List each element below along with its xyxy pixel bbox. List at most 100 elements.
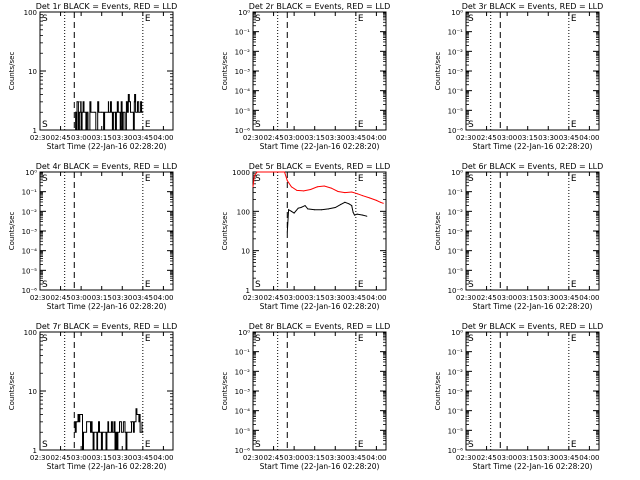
end-marker-bottom: E	[145, 280, 151, 290]
x-tick-label: 02:30	[243, 294, 263, 302]
x-axis-label: Start Time (22-Jan-16 02:28:20)	[473, 142, 593, 151]
panel-det-5r: Det 5r BLACK = Events, RED = LLD 02:30 02:…	[221, 162, 390, 311]
data-point	[362, 214, 364, 216]
data-point	[300, 207, 302, 209]
x-tick-label: 03:30	[538, 134, 558, 142]
data-point	[304, 205, 306, 207]
x-tick-label: 03:45	[346, 454, 366, 462]
y-axis-label: Counts/sec	[8, 372, 16, 411]
start-marker-bottom: S	[255, 440, 261, 450]
x-tick-label: 02:45	[476, 294, 496, 302]
x-tick-label: 03:45	[346, 134, 366, 142]
data-point	[316, 186, 318, 188]
y-tick-label: 100	[24, 329, 37, 337]
data-point	[102, 431, 104, 433]
data-point	[86, 421, 88, 423]
x-tick-label: 04:00	[153, 294, 173, 302]
y-tick-label: 10⁻⁴	[235, 88, 251, 96]
x-tick-label: 03:45	[559, 294, 579, 302]
panel-det-9r: Det 9r BLACK = Events, RED = LLD 02:30 02:…	[434, 322, 603, 471]
x-tick-label: 02:30	[456, 294, 476, 302]
y-tick-label: 10⁰	[238, 9, 250, 17]
data-point	[139, 421, 141, 423]
y-tick-label: 10⁻⁵	[448, 107, 464, 115]
y-tick-label: 10⁻⁴	[448, 408, 464, 416]
x-axis-label: Start Time (22-Jan-16 02:28:20)	[473, 462, 593, 471]
data-point	[330, 187, 332, 189]
y-tick-label: 10⁻⁶	[448, 447, 464, 455]
series-line	[74, 408, 143, 451]
x-tick-label: 03:15	[305, 454, 325, 462]
panel-title: Det 5r BLACK = Events, RED = LLD	[249, 162, 391, 171]
series-line	[286, 201, 367, 232]
y-tick-label: 10⁻⁶	[235, 447, 251, 455]
x-axis-label: Start Time (22-Jan-16 02:28:20)	[47, 462, 167, 471]
end-marker-bottom: E	[571, 120, 577, 130]
end-marker: E	[145, 14, 151, 24]
data-point	[101, 111, 103, 113]
start-marker-bottom: S	[468, 280, 474, 290]
data-point	[284, 171, 286, 173]
data-point	[327, 208, 329, 210]
x-axis-label: Start Time (22-Jan-16 02:28:20)	[47, 142, 167, 151]
end-marker: E	[145, 334, 151, 344]
x-tick-label: 03:45	[559, 134, 579, 142]
x-tick-label: 04:00	[579, 134, 599, 142]
x-tick-label: 03:30	[112, 134, 132, 142]
panel-det-8r: Det 8r BLACK = Events, RED = LLD 02:30 02:…	[221, 322, 390, 471]
data-point	[288, 209, 290, 211]
data-point	[382, 202, 384, 204]
data-point	[252, 186, 254, 188]
data-point	[142, 431, 144, 433]
x-tick-label: 02:30	[30, 134, 50, 142]
data-point	[124, 431, 126, 433]
y-tick-label: 10⁻¹	[235, 29, 251, 37]
series-line	[252, 171, 384, 204]
start-marker: S	[468, 334, 474, 344]
plot-frame	[252, 11, 387, 131]
data-point	[290, 186, 292, 188]
x-tick-label: 03:00	[71, 134, 91, 142]
x-tick-label: 03:30	[538, 454, 558, 462]
panel-title: Det 9r BLACK = Events, RED = LLD	[462, 322, 604, 331]
y-tick-label: 1	[33, 447, 37, 455]
y-tick-label: 10⁻³	[448, 388, 464, 396]
data-point	[369, 197, 371, 199]
y-axis-label: Counts/sec	[221, 52, 229, 91]
y-tick-label: 100	[237, 208, 250, 216]
y-tick-label: 10⁻³	[235, 388, 251, 396]
data-point	[79, 413, 81, 415]
end-marker: E	[571, 174, 577, 184]
plot-frame	[465, 331, 600, 451]
data-point	[351, 191, 353, 193]
panel-det-2r: Det 2r BLACK = Events, RED = LLD 02:30 02:…	[221, 2, 390, 151]
data-point	[113, 431, 115, 433]
y-tick-label: 10⁻³	[448, 228, 464, 236]
start-marker-bottom: S	[468, 440, 474, 450]
x-tick-label: 03:30	[112, 454, 132, 462]
y-tick-label: 10⁻⁵	[235, 427, 251, 435]
data-point	[310, 188, 312, 190]
data-point	[82, 431, 84, 433]
y-tick-label: 10⁰	[25, 169, 37, 177]
data-point	[80, 111, 82, 113]
data-point	[380, 201, 382, 203]
panel-title: Det 3r BLACK = Events, RED = LLD	[462, 2, 604, 11]
y-tick-label: 10⁻⁶	[448, 287, 464, 295]
data-point	[356, 193, 358, 195]
series-events	[73, 408, 144, 451]
x-axis-label: Start Time (22-Jan-16 02:28:20)	[260, 142, 380, 151]
y-tick-label: 10⁻²	[448, 48, 464, 56]
x-tick-label: 03:30	[325, 294, 345, 302]
y-tick-label: 100	[24, 9, 37, 17]
data-point	[297, 207, 299, 209]
data-point	[79, 101, 81, 103]
y-tick-label: 10	[241, 248, 250, 256]
data-point	[323, 185, 325, 187]
data-point	[94, 111, 96, 113]
data-point	[286, 180, 288, 182]
x-tick-label: 03:45	[559, 454, 579, 462]
data-point	[77, 111, 79, 113]
data-point	[87, 111, 89, 113]
x-tick-label: 03:15	[305, 134, 325, 142]
